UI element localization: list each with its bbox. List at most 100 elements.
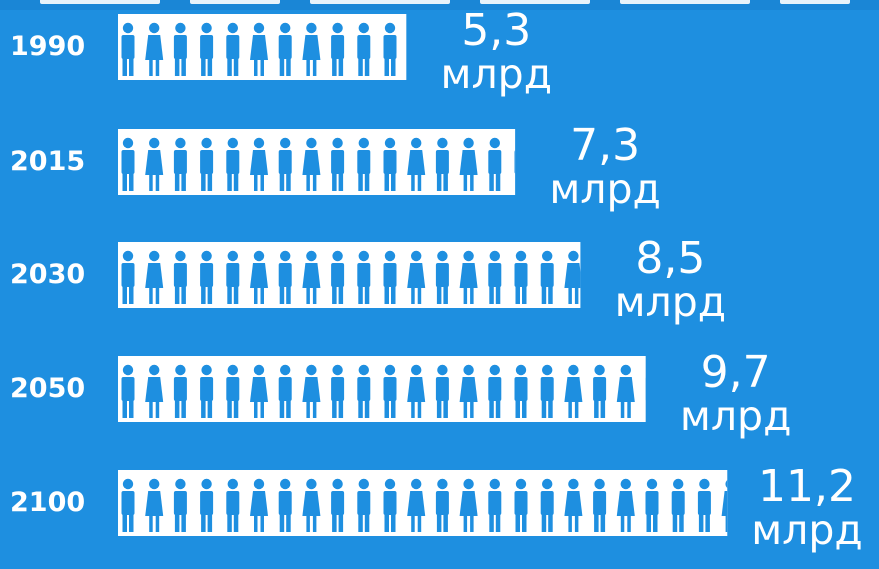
person-icon [331,22,345,76]
person-icon [173,22,187,76]
person-icon [514,250,528,304]
person-icon [331,137,345,191]
person-icon [357,364,371,418]
person-icon [459,364,478,418]
person-icon [616,478,635,532]
pictogram-bar [118,14,425,80]
person-icon [357,250,371,304]
person-icon [200,22,214,76]
person-icon [383,137,397,191]
year-label: 2050 [10,373,86,404]
value-unit: млрд [614,278,727,326]
person-icon [514,150,516,174]
person-icon [407,364,426,418]
person-icon [671,478,685,532]
person-icon [645,378,646,400]
person-icon [593,364,607,418]
person-icon [357,22,371,76]
person-icon [459,478,478,532]
value-number: 9,7 [700,347,771,398]
person-icon [383,364,397,418]
person-icon [697,478,711,532]
person-icon [173,364,187,418]
person-icon [121,22,135,76]
value-number: 5,3 [461,5,532,56]
person-icon [200,364,214,418]
person-icon [302,22,321,76]
person-icon [226,137,240,191]
person-icon [514,478,528,532]
person-icon [435,250,449,304]
person-icon [278,364,292,418]
person-icon [488,364,502,418]
person-icon [645,478,659,532]
value-unit: млрд [751,506,863,554]
person-icon [435,478,449,532]
person-icon [173,478,187,532]
person-icon [357,137,371,191]
person-icon [540,364,554,418]
person-icon [200,250,214,304]
person-icon [302,478,321,532]
person-icon [278,478,292,532]
year-label: 2030 [10,259,86,290]
person-icon [145,250,164,304]
person-icon [407,137,426,191]
person-icon [331,364,345,418]
person-icon [407,23,425,76]
person-icon [357,478,371,532]
person-icon [278,137,292,191]
year-label: 2100 [10,487,86,518]
person-icon [226,250,240,304]
person-icon [514,364,528,418]
person-icon [226,478,240,532]
person-icon [173,250,187,304]
person-icon [278,250,292,304]
person-icon [145,478,164,532]
value-label: 9,7 млрд [664,347,808,440]
value-label: 8,5 млрд [598,233,742,326]
person-icon [721,479,728,532]
person-icon [331,250,345,304]
person-icon [145,137,164,191]
person-icon [145,22,164,76]
person-icon [488,137,502,191]
cropped-title-strip [0,0,879,10]
person-icon [121,250,135,304]
value-label: 11,2 млрд [735,461,879,554]
person-icon [564,364,583,418]
person-icon [488,250,502,304]
value-label: 7,3 млрд [533,120,677,213]
person-icon [435,137,449,191]
person-icon [540,478,554,532]
person-icon [302,250,321,304]
value-number: 11,2 [758,461,856,512]
bar-2030 [118,242,581,308]
person-icon [200,137,214,191]
person-icon [250,250,268,304]
person-icon [173,137,187,191]
person-icon [331,478,345,532]
pictogram-bar [118,242,581,308]
value-number: 7,3 [570,120,641,171]
pictogram-bar [118,470,728,536]
person-icon [226,22,240,76]
person-icon [459,137,478,191]
person-icon [302,364,321,418]
person-icon [121,478,135,532]
person-icon [250,478,268,532]
value-unit: млрд [440,50,553,98]
person-icon [616,364,635,418]
value-unit: млрд [549,165,661,213]
person-icon [250,137,268,191]
person-icon [459,250,478,304]
person-icon [407,250,426,304]
value-unit: млрд [679,392,792,440]
value-number: 8,5 [635,233,706,284]
person-icon [383,478,397,532]
person-icon [278,22,292,76]
person-icon [564,478,583,532]
person-icon [564,250,581,304]
